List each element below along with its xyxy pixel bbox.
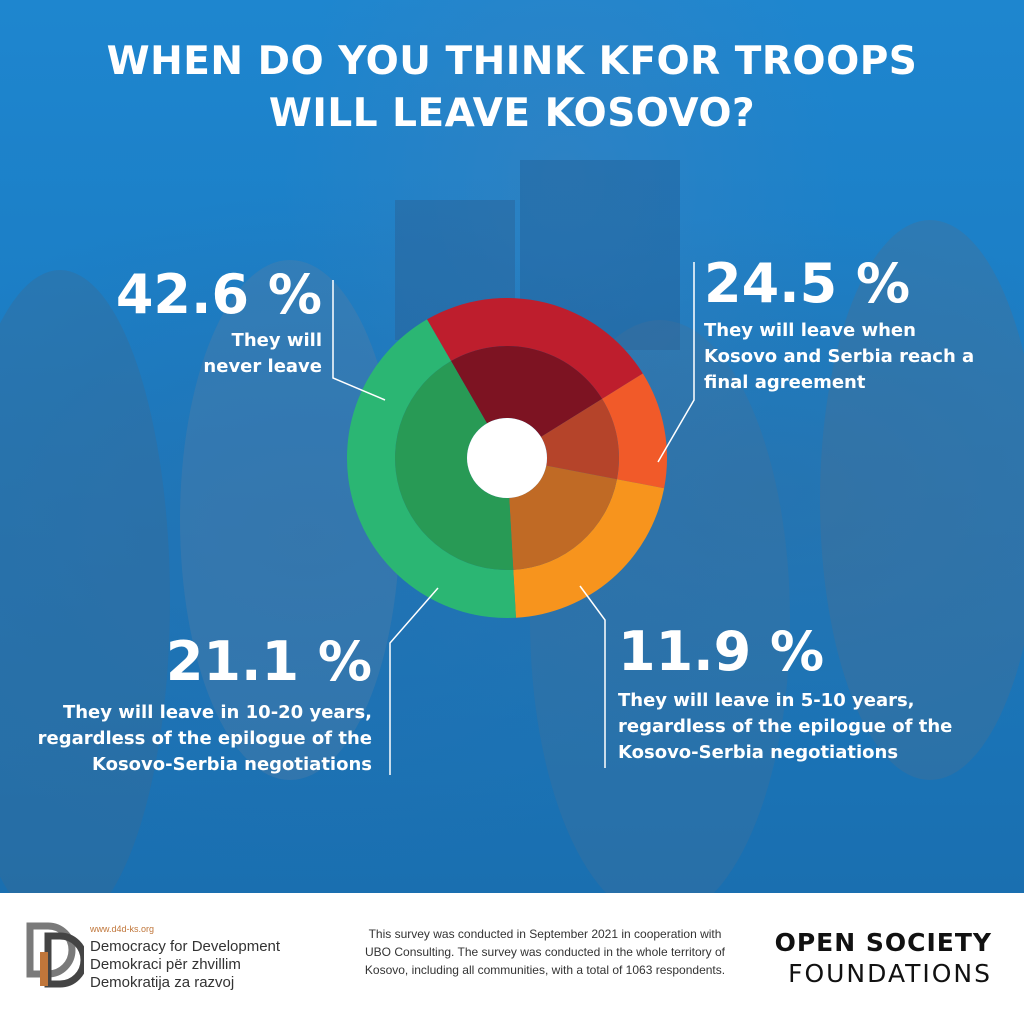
desc-never-line2: never leave: [203, 356, 322, 377]
desc-agreement-line3: final agreement: [704, 372, 866, 393]
osf-line-1: OPEN SOCIETY: [774, 928, 992, 957]
desc-ten-twenty-line1: They will leave in 10-20 years,: [62, 702, 372, 723]
pct-ten-twenty: 21.1 %: [165, 630, 372, 693]
pct-agreement: 24.5 %: [704, 252, 911, 315]
d4d-logo-icon: [26, 922, 84, 988]
donut-chart: [332, 262, 695, 775]
desc-agreement-line1: They will leave when: [704, 320, 916, 341]
donut-hole: [467, 418, 547, 498]
soldier-silhouette: [820, 220, 1024, 780]
leader-line-five-ten: [579, 585, 606, 768]
donut-slice-outer-agreement: [427, 298, 643, 399]
donut-slice-inner-agreement: [451, 346, 603, 437]
desc-ten-twenty-line2: regardless of the epilogue of the: [37, 728, 372, 749]
desc-agreement-line2: Kosovo and Serbia reach a: [704, 346, 975, 367]
title-line-2: WILL LEAVE KOSOVO?: [268, 91, 756, 136]
background-silhouettes: [0, 160, 1024, 893]
osf-logo: OPEN SOCIETY FOUNDATIONS: [770, 928, 992, 990]
soldier-silhouette: [0, 270, 170, 893]
pct-five-ten: 11.9 %: [618, 620, 825, 683]
desc-never-line1: They will: [231, 330, 322, 351]
donut-slice-inner-never: [394, 361, 514, 570]
survey-note: This survey was conducted in September 2…: [364, 927, 726, 977]
pct-never: 42.6 %: [115, 263, 322, 326]
donut-slice-inner-five-ten: [540, 398, 619, 480]
desc-five-ten-line2: regardless of the epilogue of the: [618, 716, 953, 737]
org-name-sr: Demokratija za razvoj: [90, 974, 235, 991]
desc-five-ten-line1: They will leave in 5-10 years,: [618, 690, 915, 711]
page-title: WHEN DO YOU THINK KFOR TROOPS WILL LEAVE…: [0, 36, 1024, 140]
desc-ten-twenty: They will leave in 10-20 years, regardle…: [20, 700, 372, 778]
donut-slice-inner-ten-twenty: [509, 465, 617, 570]
org-name-en: Democracy for Development: [90, 938, 281, 955]
donut-slice-outer-ten-twenty: [513, 479, 665, 618]
leader-line-never: [332, 280, 386, 401]
osf-line-2: FOUNDATIONS: [788, 959, 992, 988]
desc-ten-twenty-line3: Kosovo-Serbia negotiations: [91, 754, 372, 775]
title-line-1: WHEN DO YOU THINK KFOR TROOPS: [106, 39, 918, 84]
donut-slice-outer-never: [347, 319, 516, 618]
desc-five-ten-line3: Kosovo-Serbia negotiations: [618, 742, 899, 763]
donut-slice-outer-five-ten: [602, 373, 667, 489]
leader-line-agreement: [657, 262, 695, 463]
desc-five-ten: They will leave in 5-10 years, regardles…: [618, 688, 958, 766]
leader-line-ten-twenty: [389, 587, 439, 775]
org-name-sq: Demokraci për zhvillim: [90, 956, 241, 973]
desc-never: They will never leave: [80, 328, 322, 380]
background-photo: [0, 0, 1024, 893]
desc-agreement: They will leave when Kosovo and Serbia r…: [704, 318, 1004, 396]
inner-ring: [394, 346, 619, 570]
footer: [0, 893, 1024, 1024]
org-website: www.d4d-ks.org: [90, 924, 155, 934]
outer-ring: [347, 298, 667, 618]
soldier-silhouette: [180, 260, 400, 780]
